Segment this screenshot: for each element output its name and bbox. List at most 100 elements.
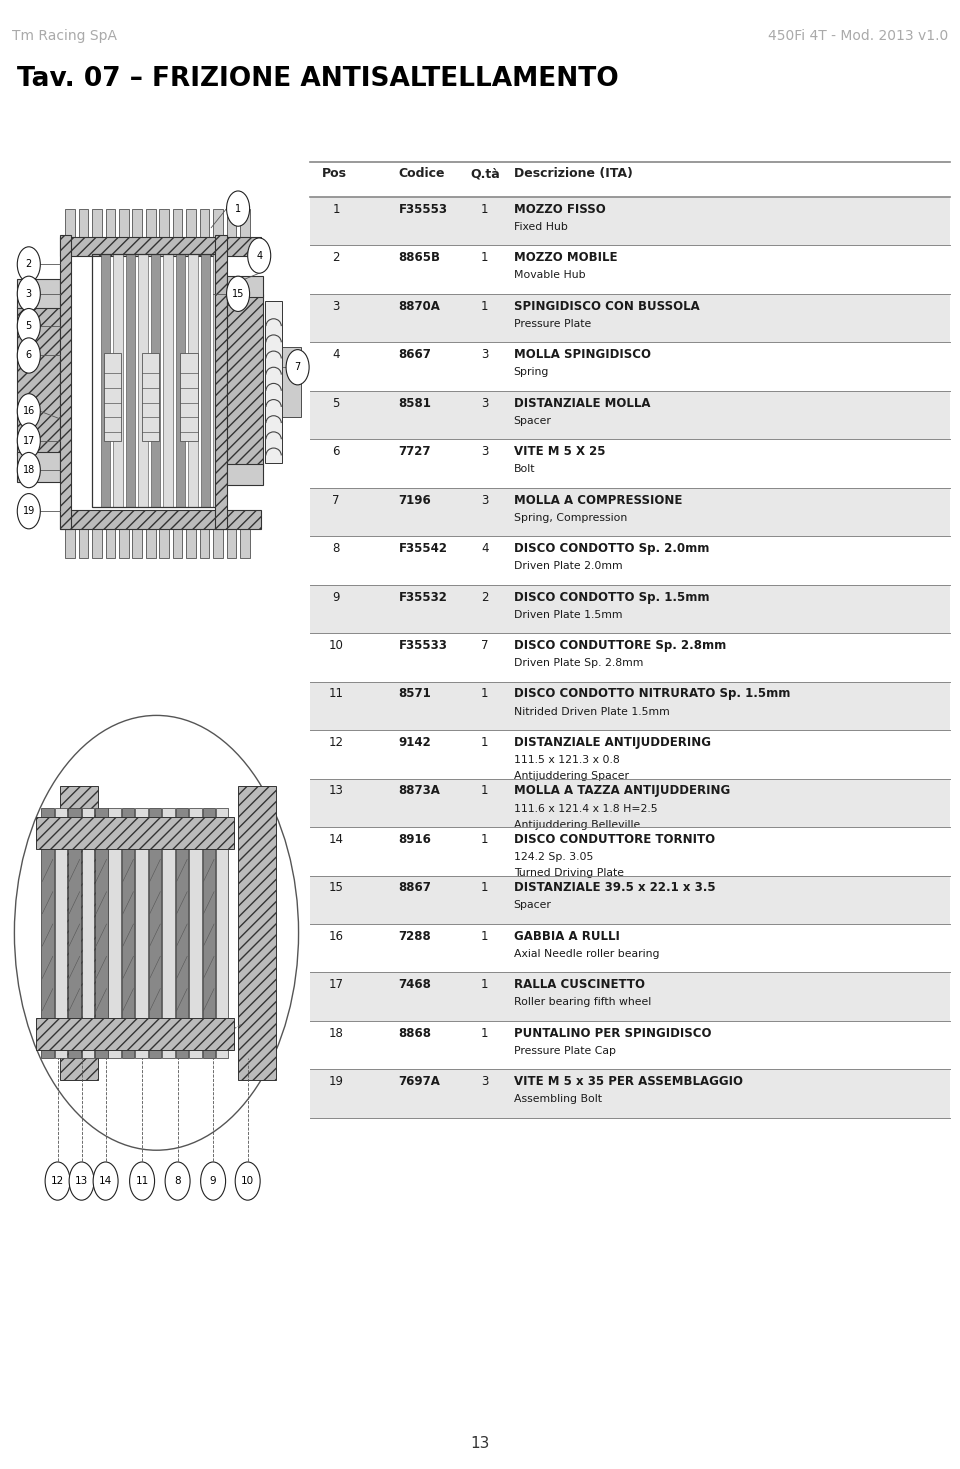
Text: 2: 2: [481, 591, 489, 604]
Bar: [149, 808, 161, 1058]
Text: 111.6 x 121.4 x 1.8 H=2.5: 111.6 x 121.4 x 1.8 H=2.5: [514, 804, 658, 814]
Text: Bolt: Bolt: [514, 464, 535, 474]
Text: Assembling Bolt: Assembling Bolt: [514, 1094, 602, 1105]
Text: Roller bearing fifth wheel: Roller bearing fifth wheel: [514, 997, 651, 1008]
Bar: [310, 536, 950, 585]
Bar: [135, 808, 148, 1058]
Text: DISTANZIALE MOLLA: DISTANZIALE MOLLA: [514, 397, 650, 410]
Text: Descrizione (ITA): Descrizione (ITA): [514, 167, 633, 181]
Text: MOLLA SPINGIDISCO: MOLLA SPINGIDISCO: [514, 348, 651, 361]
Text: 8870A: 8870A: [398, 300, 441, 313]
Text: 8868: 8868: [398, 1027, 431, 1040]
Bar: [41, 808, 54, 1058]
Text: 7727: 7727: [398, 445, 431, 458]
Bar: [310, 779, 950, 827]
Text: Tm Racing SpA: Tm Racing SpA: [12, 29, 116, 44]
Bar: [146, 209, 156, 241]
Text: Nitrided Driven Plate 1.5mm: Nitrided Driven Plate 1.5mm: [514, 707, 669, 717]
Bar: [119, 209, 129, 241]
Bar: [106, 526, 115, 558]
Bar: [282, 347, 301, 417]
Text: 8873A: 8873A: [398, 784, 441, 798]
Bar: [186, 209, 196, 241]
Text: DISCO CONDUTTORE TORNITO: DISCO CONDUTTORE TORNITO: [514, 833, 715, 846]
Bar: [36, 1018, 234, 1050]
Text: 8: 8: [332, 542, 340, 555]
Text: 1: 1: [332, 203, 340, 216]
Text: 450Fi 4T - Mod. 2013 v1.0: 450Fi 4T - Mod. 2013 v1.0: [768, 29, 948, 44]
Text: 1: 1: [481, 978, 489, 992]
Text: Q.tà: Q.tà: [470, 167, 500, 181]
Bar: [240, 526, 250, 558]
Bar: [215, 235, 227, 529]
Bar: [119, 526, 129, 558]
Text: GABBIA A RULLI: GABBIA A RULLI: [514, 930, 619, 943]
Bar: [173, 526, 182, 558]
Text: 8867: 8867: [398, 881, 431, 895]
Bar: [104, 353, 121, 441]
Text: 13: 13: [328, 784, 344, 798]
Bar: [240, 209, 250, 241]
Text: Spring: Spring: [514, 367, 549, 378]
Text: 8571: 8571: [398, 687, 431, 701]
Bar: [17, 306, 60, 455]
Text: 1: 1: [481, 930, 489, 943]
Text: 1: 1: [481, 300, 489, 313]
Bar: [310, 827, 950, 876]
Text: 7288: 7288: [398, 930, 431, 943]
Bar: [142, 353, 159, 441]
Text: Driven Plate 2.0mm: Driven Plate 2.0mm: [514, 561, 622, 571]
Bar: [95, 808, 108, 1058]
Bar: [79, 209, 88, 241]
Text: Codice: Codice: [398, 167, 444, 181]
Bar: [55, 808, 67, 1058]
Text: 7468: 7468: [398, 978, 431, 992]
Bar: [126, 254, 135, 507]
Text: Spring, Compression: Spring, Compression: [514, 513, 627, 523]
Text: Spacer: Spacer: [514, 900, 551, 911]
Text: 12: 12: [51, 1177, 64, 1185]
Text: 13: 13: [470, 1437, 490, 1451]
Bar: [201, 254, 210, 507]
Text: 1: 1: [481, 881, 489, 895]
Text: Movable Hub: Movable Hub: [514, 270, 586, 281]
Text: 5: 5: [26, 322, 32, 331]
Bar: [82, 808, 94, 1058]
Text: 7196: 7196: [398, 494, 431, 507]
Text: 16: 16: [328, 930, 344, 943]
Bar: [310, 682, 950, 730]
Text: MOLLA A COMPRESSIONE: MOLLA A COMPRESSIONE: [514, 494, 682, 507]
Text: Pos: Pos: [322, 167, 347, 181]
Text: 3: 3: [481, 1075, 489, 1089]
Text: 1: 1: [481, 203, 489, 216]
Bar: [227, 294, 263, 467]
Text: 3: 3: [481, 348, 489, 361]
Bar: [213, 209, 223, 241]
Bar: [60, 237, 261, 256]
Bar: [79, 526, 88, 558]
Bar: [163, 254, 173, 507]
Text: 14: 14: [99, 1177, 112, 1185]
Text: 15: 15: [232, 289, 244, 298]
Text: 17: 17: [23, 436, 35, 445]
Circle shape: [248, 238, 271, 273]
Text: DISTANZIALE 39.5 x 22.1 x 3.5: DISTANZIALE 39.5 x 22.1 x 3.5: [514, 881, 715, 895]
Bar: [310, 391, 950, 439]
Circle shape: [14, 715, 299, 1150]
Text: F35533: F35533: [398, 639, 447, 652]
Text: 1: 1: [481, 784, 489, 798]
Text: 5: 5: [332, 397, 340, 410]
Text: 1: 1: [481, 687, 489, 701]
Text: DISCO CONDOTTO Sp. 2.0mm: DISCO CONDOTTO Sp. 2.0mm: [514, 542, 709, 555]
Text: Fixed Hub: Fixed Hub: [514, 222, 567, 232]
Text: 10: 10: [328, 639, 344, 652]
Text: F35532: F35532: [398, 591, 447, 604]
Text: 3: 3: [481, 494, 489, 507]
Bar: [227, 526, 236, 558]
Bar: [200, 209, 209, 241]
Circle shape: [17, 452, 40, 488]
Circle shape: [201, 1162, 226, 1200]
Circle shape: [286, 350, 309, 385]
Circle shape: [17, 247, 40, 282]
Text: 11: 11: [328, 687, 344, 701]
